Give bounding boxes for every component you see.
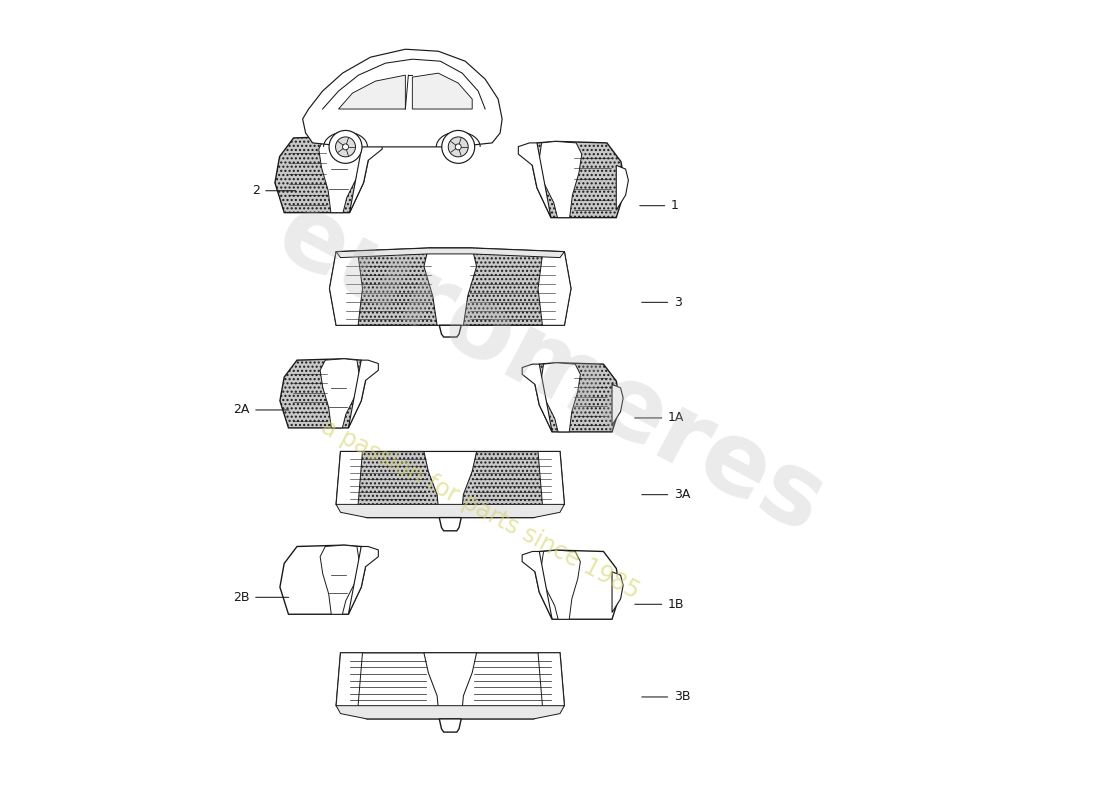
Polygon shape [439, 326, 461, 337]
Polygon shape [275, 137, 368, 213]
Polygon shape [337, 451, 564, 518]
Text: 3: 3 [673, 296, 682, 309]
Text: a passion for parts since 1985: a passion for parts since 1985 [317, 415, 644, 604]
Polygon shape [439, 719, 461, 732]
Circle shape [442, 130, 475, 163]
Polygon shape [541, 362, 581, 432]
Polygon shape [330, 252, 363, 326]
Polygon shape [302, 50, 502, 147]
Polygon shape [612, 572, 624, 613]
Polygon shape [612, 385, 624, 425]
Text: 1B: 1B [668, 598, 684, 610]
Text: euromeres: euromeres [260, 185, 840, 555]
Text: 1: 1 [671, 199, 679, 212]
Polygon shape [337, 706, 564, 719]
Polygon shape [439, 518, 461, 531]
Polygon shape [330, 248, 571, 326]
Text: 2A: 2A [233, 403, 250, 417]
Polygon shape [541, 550, 581, 619]
Polygon shape [518, 143, 551, 218]
Polygon shape [522, 551, 552, 619]
Text: 3A: 3A [673, 488, 690, 501]
Polygon shape [616, 166, 628, 210]
Circle shape [449, 137, 469, 157]
Polygon shape [424, 653, 476, 719]
Polygon shape [538, 653, 564, 712]
Circle shape [455, 144, 461, 150]
Polygon shape [532, 142, 626, 218]
Polygon shape [320, 545, 360, 614]
Polygon shape [337, 504, 564, 518]
Polygon shape [337, 653, 363, 712]
Polygon shape [349, 360, 378, 428]
Polygon shape [535, 550, 620, 619]
Polygon shape [535, 362, 620, 432]
Polygon shape [522, 364, 552, 432]
Polygon shape [279, 358, 365, 428]
Text: 2B: 2B [233, 591, 250, 604]
Polygon shape [339, 75, 406, 109]
Polygon shape [349, 546, 378, 614]
Circle shape [329, 130, 362, 163]
Text: 2: 2 [252, 184, 260, 198]
Polygon shape [538, 252, 571, 326]
Polygon shape [539, 142, 582, 218]
Polygon shape [337, 248, 564, 258]
Polygon shape [279, 545, 365, 614]
Polygon shape [337, 653, 564, 719]
Polygon shape [424, 451, 476, 518]
Polygon shape [337, 451, 363, 511]
Circle shape [336, 137, 355, 157]
Polygon shape [320, 358, 360, 428]
Text: 1A: 1A [668, 411, 684, 425]
Text: 3B: 3B [673, 690, 690, 703]
Polygon shape [538, 451, 564, 511]
Polygon shape [424, 248, 476, 326]
Circle shape [342, 144, 349, 150]
Polygon shape [319, 137, 362, 213]
Polygon shape [412, 73, 472, 109]
Polygon shape [350, 138, 382, 213]
